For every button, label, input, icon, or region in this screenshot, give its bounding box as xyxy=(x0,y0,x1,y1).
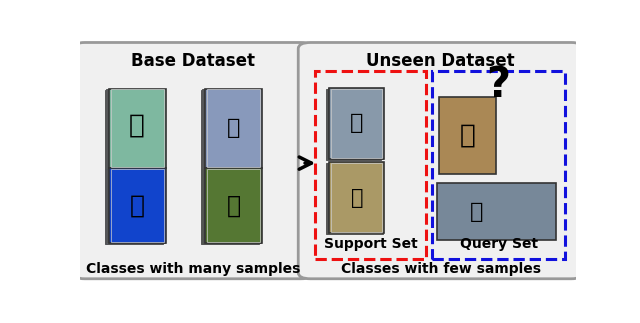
Bar xyxy=(330,89,381,158)
Bar xyxy=(109,169,163,242)
Bar xyxy=(104,169,161,244)
Bar xyxy=(204,90,258,168)
Text: Query Set: Query Set xyxy=(460,237,538,251)
Bar xyxy=(203,90,257,169)
Bar xyxy=(205,169,260,242)
Bar xyxy=(203,170,257,243)
Bar xyxy=(204,89,261,168)
Bar xyxy=(106,170,160,243)
Bar xyxy=(109,89,166,168)
Text: 🐞: 🐞 xyxy=(227,193,241,217)
Bar xyxy=(332,89,382,158)
Text: Support Set: Support Set xyxy=(324,237,417,251)
FancyBboxPatch shape xyxy=(298,43,584,279)
Text: Base Dataset: Base Dataset xyxy=(131,52,255,70)
Text: Classes with few samples: Classes with few samples xyxy=(340,262,541,276)
Bar xyxy=(108,90,162,168)
Bar xyxy=(201,90,259,169)
Text: ?: ? xyxy=(486,64,511,106)
Bar xyxy=(328,164,379,234)
Bar xyxy=(107,170,161,243)
Bar xyxy=(328,88,383,159)
Bar xyxy=(204,168,261,243)
Bar xyxy=(111,89,164,167)
Bar xyxy=(107,90,161,168)
Bar xyxy=(432,71,565,259)
Text: 🐾: 🐾 xyxy=(470,202,483,222)
Bar xyxy=(204,169,260,243)
Bar xyxy=(108,170,162,243)
Bar xyxy=(330,162,384,234)
Text: Classes with many samples: Classes with many samples xyxy=(86,262,300,276)
Bar xyxy=(204,89,260,169)
Bar xyxy=(106,89,163,169)
Bar xyxy=(326,89,381,160)
Bar xyxy=(315,71,426,259)
Bar xyxy=(201,169,259,244)
Bar xyxy=(205,170,259,243)
Bar xyxy=(202,169,259,244)
FancyBboxPatch shape xyxy=(72,43,313,279)
Text: 🪼: 🪼 xyxy=(129,193,145,217)
Bar xyxy=(109,168,166,243)
Bar xyxy=(207,89,260,167)
Text: 🦡: 🦡 xyxy=(351,188,363,208)
Bar xyxy=(327,163,381,234)
Bar xyxy=(104,90,161,169)
Bar xyxy=(328,163,383,234)
Bar xyxy=(330,163,381,233)
Bar xyxy=(205,89,260,168)
Bar xyxy=(205,90,259,168)
Bar xyxy=(204,170,258,243)
Bar xyxy=(207,169,260,242)
Text: 🐠: 🐠 xyxy=(129,113,145,139)
Bar xyxy=(106,89,164,169)
Bar xyxy=(106,169,164,243)
Bar xyxy=(327,89,381,160)
Bar xyxy=(329,89,380,159)
Bar xyxy=(438,97,495,174)
Bar xyxy=(326,163,381,234)
Bar xyxy=(106,90,160,169)
Bar xyxy=(330,88,384,159)
Bar xyxy=(106,169,163,244)
Bar xyxy=(108,168,164,243)
Text: 🦡: 🦡 xyxy=(460,123,476,149)
Text: 🐺: 🐺 xyxy=(350,113,364,133)
Bar xyxy=(205,168,262,243)
Bar xyxy=(111,169,164,242)
Bar xyxy=(328,89,379,159)
Bar xyxy=(205,89,262,168)
Bar xyxy=(202,89,259,169)
Text: Unseen Dataset: Unseen Dataset xyxy=(366,52,515,70)
Bar xyxy=(329,164,380,233)
Bar xyxy=(332,163,382,232)
Bar xyxy=(108,89,164,168)
Text: 🏔️: 🏔️ xyxy=(227,118,241,138)
Bar xyxy=(437,183,556,240)
Bar xyxy=(109,89,163,168)
